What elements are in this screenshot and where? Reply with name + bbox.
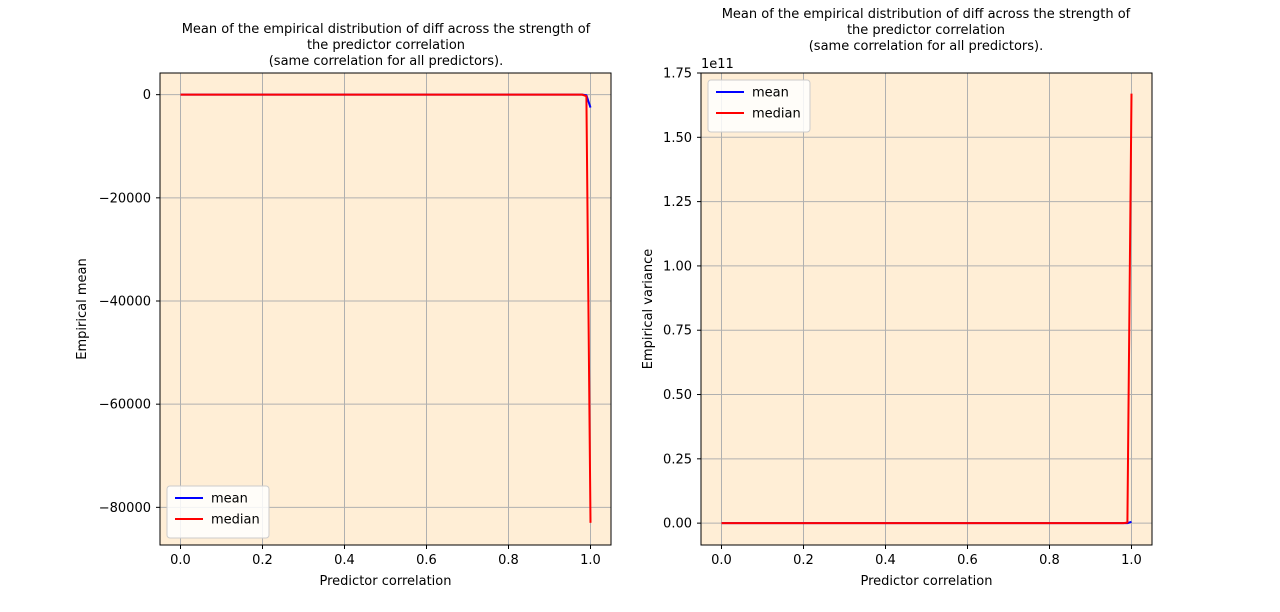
x-tick-label: 1.0 (1121, 553, 1142, 568)
series-line-median (180, 93, 592, 523)
y-axis-label: Empirical mean (75, 258, 90, 359)
x-tick-label: 0.0 (170, 553, 191, 568)
y-tick-label: 1.00 (663, 259, 692, 274)
chart-title-line: Mean of the empirical distribution of di… (182, 22, 591, 37)
chart-title-line: the predictor correlation (847, 23, 1005, 38)
x-axis-ticks: 0.0 0.2 0.4 0.6 0.8 1.0 (711, 545, 1142, 568)
chart-title-line: (same correlation for all predictors). (809, 39, 1044, 54)
y-tick-label: −20000 (99, 191, 151, 206)
legend-label-mean: mean (211, 492, 248, 507)
x-tick-label: 0.2 (793, 553, 814, 568)
x-tick-label: 0.4 (875, 553, 896, 568)
y-tick-label: −80000 (99, 501, 151, 516)
y-tick-label: −60000 (99, 398, 151, 413)
plot-frame (700, 72, 1153, 546)
chart-title-line: the predictor correlation (307, 38, 465, 53)
chart-variance: Mean of the empirical distribution of di… (641, 7, 1153, 589)
legend-label-mean: mean (752, 86, 789, 101)
x-tick-label: 0.8 (498, 553, 519, 568)
x-tick-label: 0.6 (416, 553, 437, 568)
series-layer (180, 93, 592, 523)
y-tick-label: 0.25 (663, 452, 692, 467)
y-tick-label: 1.75 (663, 67, 692, 82)
x-tick-label: 0.4 (334, 553, 355, 568)
y-axis-label: Empirical variance (641, 249, 656, 370)
legend: mean median (166, 485, 270, 539)
y-axis-offset-label: 1e11 (701, 57, 734, 72)
plot-area (701, 73, 1152, 545)
y-axis-ticks: 0.00 0.25 0.50 0.75 1.00 1.25 1.50 1.75 (663, 67, 701, 532)
plot-frame (159, 72, 612, 546)
y-tick-label: −40000 (99, 295, 151, 310)
y-axis-ticks: 0 −20000 −40000 −60000 −80000 (99, 88, 160, 516)
chart-mean: Mean of the empirical distribution of di… (75, 22, 612, 589)
chart-title-line: (same correlation for all predictors). (269, 54, 504, 69)
plot-area (160, 73, 611, 545)
y-tick-label: 1.50 (663, 131, 692, 146)
x-axis-ticks: 0.0 0.2 0.4 0.6 0.8 1.0 (170, 545, 601, 568)
x-tick-label: 0.0 (711, 553, 732, 568)
x-tick-label: 0.6 (957, 553, 978, 568)
chart-title: Mean of the empirical distribution of di… (182, 22, 591, 69)
y-tick-label: 0.00 (663, 517, 692, 532)
legend: mean median (707, 79, 811, 133)
chart-title-line: Mean of the empirical distribution of di… (722, 7, 1131, 22)
series-line-median (721, 93, 1133, 525)
chart-title: Mean of the empirical distribution of di… (722, 7, 1131, 54)
series-layer (721, 93, 1133, 525)
legend-label-median: median (752, 107, 801, 122)
y-tick-label: 1.25 (663, 195, 692, 210)
x-tick-label: 0.8 (1039, 553, 1060, 568)
y-tick-label: 0.50 (663, 388, 692, 403)
x-tick-label: 1.0 (580, 553, 601, 568)
x-axis-label: Predictor correlation (861, 574, 993, 589)
x-tick-label: 0.2 (252, 553, 273, 568)
y-tick-label: 0 (143, 88, 151, 103)
y-tick-label: 0.75 (663, 324, 692, 339)
legend-label-median: median (211, 513, 260, 528)
x-axis-label: Predictor correlation (320, 574, 452, 589)
